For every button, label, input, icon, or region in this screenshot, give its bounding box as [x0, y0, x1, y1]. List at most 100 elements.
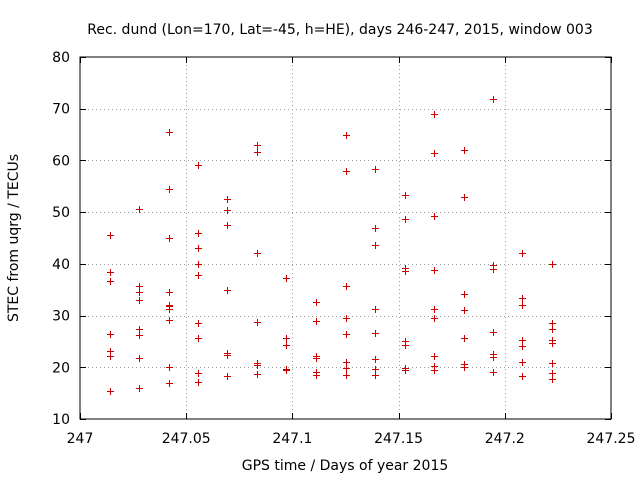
data-point [519, 343, 526, 350]
y-tick-label: 50 [52, 205, 70, 221]
data-point [166, 317, 173, 324]
data-point [195, 379, 202, 386]
data-point [107, 353, 114, 360]
x-tick-label: 247 [67, 431, 94, 447]
data-point [461, 291, 468, 298]
data-point [549, 360, 556, 367]
data-point [136, 332, 143, 339]
data-point [343, 372, 350, 379]
y-tick-label: 10 [52, 412, 70, 428]
data-point [490, 369, 497, 376]
data-point [549, 261, 556, 268]
data-point [224, 207, 231, 214]
data-point [461, 147, 468, 154]
data-point [431, 306, 438, 313]
data-point [402, 268, 409, 275]
chart-title: Rec. dund (Lon=170, Lat=-45, h=HE), days… [87, 22, 593, 38]
data-point [372, 372, 379, 379]
x-tick-labels: 247 247.05 247.1 247.15 247.2 247.25 [67, 431, 636, 447]
data-point [549, 326, 556, 333]
data-point [195, 272, 202, 279]
data-point [254, 319, 261, 326]
data-point [490, 266, 497, 273]
data-point [343, 283, 350, 290]
x-tick-label: 247.25 [587, 431, 636, 447]
y-tick-label: 80 [52, 50, 70, 66]
data-point [519, 359, 526, 366]
y-tick-label: 30 [52, 309, 70, 325]
x-axis-label: GPS time / Days of year 2015 [242, 458, 449, 474]
data-point [283, 367, 290, 374]
data-point [519, 302, 526, 309]
data-point [136, 289, 143, 296]
data-point [519, 337, 526, 344]
x-tick-label: 247.2 [485, 431, 525, 447]
data-point [431, 150, 438, 157]
data-point [283, 335, 290, 342]
data-point [343, 359, 350, 366]
data-point [224, 287, 231, 294]
data-point [313, 318, 320, 325]
data-point [461, 364, 468, 371]
data-point [549, 320, 556, 327]
data-point [402, 342, 409, 349]
data-point [372, 242, 379, 249]
y-tick-labels: 10 20 30 40 50 60 70 80 [52, 50, 70, 428]
data-point [195, 370, 202, 377]
data-point [519, 295, 526, 302]
data-point [224, 373, 231, 380]
data-point [461, 194, 468, 201]
data-point [166, 129, 173, 136]
data-point [372, 330, 379, 337]
data-point [549, 376, 556, 383]
data-point [372, 166, 379, 173]
data-point [549, 370, 556, 377]
data-point [490, 96, 497, 103]
data-point [136, 326, 143, 333]
data-point [195, 162, 202, 169]
data-point [490, 329, 497, 336]
data-point [195, 245, 202, 252]
data-point [195, 230, 202, 237]
x-tick-label: 247.1 [272, 431, 312, 447]
data-point [107, 269, 114, 276]
data-point [224, 352, 231, 359]
data-point [195, 335, 202, 342]
data-point [107, 232, 114, 239]
y-tick-label: 60 [52, 153, 70, 169]
x-tick-label: 247.15 [374, 431, 423, 447]
data-point [343, 331, 350, 338]
data-point [431, 213, 438, 220]
data-point [402, 192, 409, 199]
data-point [224, 196, 231, 203]
data-point [136, 206, 143, 213]
data-point [372, 306, 379, 313]
data-point [372, 225, 379, 232]
data-point [283, 275, 290, 282]
data-point [431, 111, 438, 118]
data-point [166, 306, 173, 313]
data-point [431, 353, 438, 360]
data-point [254, 362, 261, 369]
data-point [431, 315, 438, 322]
data-point [461, 335, 468, 342]
data-point [195, 261, 202, 268]
data-point [343, 168, 350, 175]
y-tick-label: 20 [52, 360, 70, 376]
data-point [136, 283, 143, 290]
data-point [313, 355, 320, 362]
data-point [107, 388, 114, 395]
data-point [283, 342, 290, 349]
data-point [254, 142, 261, 149]
data-point [431, 367, 438, 374]
data-point [549, 340, 556, 347]
data-point [372, 366, 379, 373]
data-point [166, 380, 173, 387]
data-point [402, 367, 409, 374]
data-point [166, 289, 173, 296]
data-point [254, 250, 261, 257]
data-point [402, 216, 409, 223]
data-point [136, 385, 143, 392]
data-point [519, 373, 526, 380]
